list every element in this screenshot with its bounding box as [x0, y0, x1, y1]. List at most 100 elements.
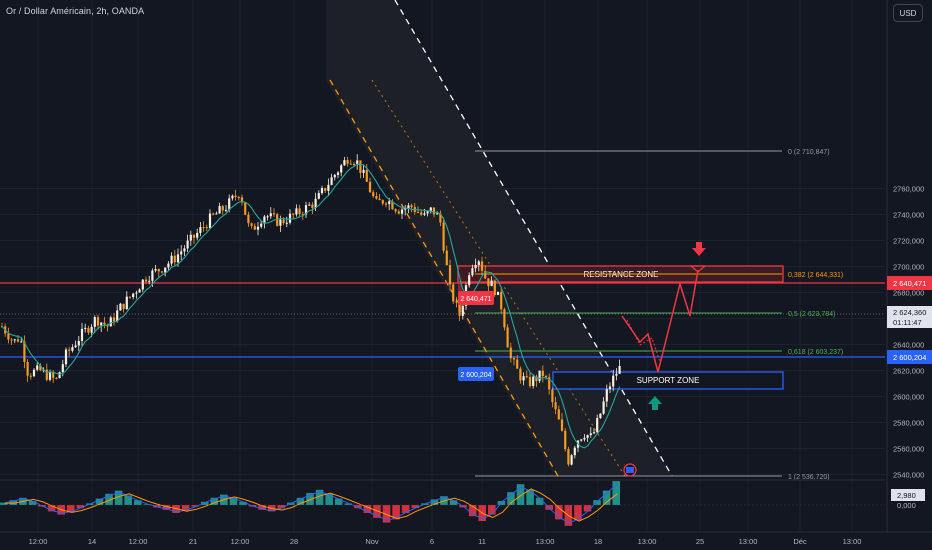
candle-body	[612, 375, 615, 387]
candle-body	[541, 370, 544, 377]
histogram-bar	[612, 481, 620, 505]
candle-body	[292, 213, 295, 215]
candle-body	[557, 409, 560, 420]
candle-body	[132, 293, 135, 298]
candle-body	[301, 214, 304, 216]
candle-body	[119, 303, 122, 311]
histogram-bar	[162, 505, 171, 510]
candle-body	[608, 386, 612, 390]
candle-body	[295, 208, 298, 215]
histogram-bar	[555, 505, 563, 520]
candle-body	[362, 169, 365, 173]
candle-body	[618, 366, 621, 374]
candle-body	[208, 213, 212, 229]
candle-body	[180, 251, 183, 255]
candle-body	[381, 200, 384, 204]
candle-body	[189, 234, 192, 241]
histogram-bar	[200, 501, 209, 505]
candle-body	[448, 265, 452, 285]
candle-body	[320, 188, 324, 194]
candle-body	[87, 327, 90, 333]
candle-body	[148, 280, 151, 282]
candle-body	[199, 227, 202, 233]
candle-body	[84, 327, 87, 329]
histogram-bar	[535, 497, 544, 505]
candle-body	[160, 271, 164, 273]
candle-body	[407, 205, 410, 209]
candle-body	[58, 372, 61, 379]
candle-body	[260, 223, 263, 227]
candle-body	[432, 207, 436, 215]
candle-body	[461, 305, 464, 316]
candle-body	[378, 198, 381, 201]
oscillator-slow-line	[4, 488, 618, 522]
candle-body	[269, 213, 272, 217]
candle-body	[317, 193, 320, 199]
histogram-bar	[392, 505, 400, 520]
price-axis-label: 2540,000	[893, 471, 924, 480]
candle-body	[352, 164, 356, 166]
histogram-bar	[153, 505, 161, 508]
candle-body	[468, 275, 471, 286]
fib-level-label: 0,382 (2 644,331)	[788, 272, 843, 279]
candle-body	[388, 201, 391, 205]
candle-body	[122, 303, 125, 309]
time-axis[interactable]: 12:00 14 12:00 21 12:00 28 Nov 6 11 13:00 18 13:00 2…	[0, 531, 932, 546]
candle-body	[340, 165, 343, 173]
candle-body	[384, 203, 388, 205]
histogram-bar	[306, 493, 314, 505]
time-axis-label: Déc	[793, 537, 807, 546]
candle-body	[564, 430, 567, 450]
time-axis-label: 13:00	[638, 537, 657, 546]
candle-body	[48, 372, 52, 380]
histogram-bar	[507, 492, 515, 505]
candle-body	[202, 227, 205, 229]
candle-body	[452, 284, 455, 302]
candle-body	[16, 339, 20, 342]
time-axis-label: 12:00	[129, 537, 148, 546]
candle-body	[368, 181, 372, 193]
histogram-bar	[105, 493, 113, 505]
time-axis-label: 12:00	[29, 537, 48, 546]
time-axis-label: 12:00	[231, 537, 250, 546]
candle-body	[455, 301, 458, 303]
candle-body	[442, 222, 445, 251]
price-axis-label: 2700,000	[893, 263, 924, 272]
support-price-tag-box	[458, 367, 494, 381]
candle-body	[375, 196, 378, 199]
price-axis[interactable]: 2540,000 2560,000 2580,000 2600,000 2620,000…	[886, 0, 932, 550]
histogram-bar	[181, 505, 190, 511]
time-axis-label: 21	[189, 537, 197, 546]
candle-body	[308, 204, 311, 206]
candle-body	[583, 437, 586, 440]
candle-body	[250, 223, 253, 226]
candle-body	[240, 197, 244, 203]
projection-arrow-head	[689, 265, 707, 273]
candle-body	[173, 255, 176, 263]
fib-level-label: 0,5 (2 623,784)	[788, 311, 835, 318]
candle-body	[71, 347, 74, 351]
currency-button[interactable]: USD	[893, 4, 923, 22]
candle-body	[138, 289, 141, 293]
candle-body	[93, 317, 96, 327]
candle-body	[74, 345, 77, 348]
candle-body	[311, 204, 314, 209]
candle-body	[490, 280, 493, 287]
candle-body	[7, 333, 10, 340]
candle-body	[500, 291, 503, 310]
candle-body	[516, 359, 519, 369]
projection-path	[621, 242, 707, 477]
candle-body	[224, 209, 228, 211]
candle-body	[400, 209, 404, 214]
histogram-bar	[239, 501, 247, 505]
histogram-bar	[373, 505, 381, 518]
candle-body	[244, 202, 247, 215]
histogram-bar	[124, 495, 132, 505]
candle-body	[391, 201, 394, 210]
oscillator-zero-label: 0,000	[897, 501, 916, 510]
candle-body	[429, 207, 432, 211]
candle-body	[599, 413, 602, 419]
time-axis-label: Nov	[365, 537, 379, 546]
down-arrow-icon	[692, 242, 706, 256]
